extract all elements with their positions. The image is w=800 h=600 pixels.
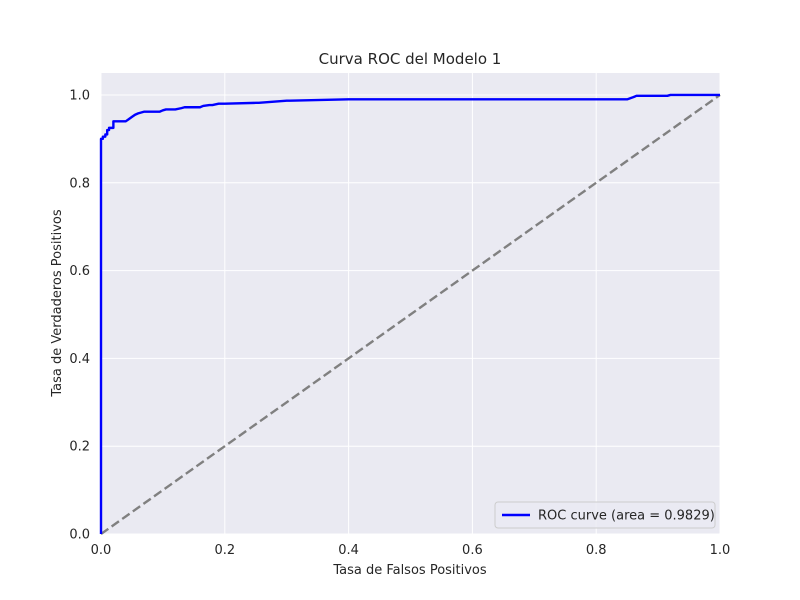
y-tick-label: 0.4	[69, 352, 90, 367]
y-tick-label: 0.8	[69, 176, 90, 191]
x-tick-label: 0.4	[338, 543, 359, 558]
y-tick-label: 0.2	[69, 440, 90, 455]
x-tick-label: 0.2	[214, 543, 235, 558]
y-tick-label: 0.0	[69, 528, 90, 543]
tick-labels: 0.0 0.2 0.4 0.6 0.8 1.0 0.0 0.2 0.4 0.6 0.8 1.0	[69, 88, 730, 558]
legend-frame	[494, 501, 716, 529]
grid-lines	[100, 73, 721, 535]
chart-title: Curva ROC del Modelo 1	[319, 50, 502, 68]
plot-area	[101, 73, 720, 534]
legend: ROC curve (area = 0.9829)	[494, 501, 716, 529]
y-axis-label: Tasa de Verdaderos Positivos	[50, 209, 65, 397]
x-tick-label: 0.0	[91, 543, 112, 558]
series-layer	[99, 93, 721, 535]
legend-entry-label: ROC curve (area = 0.9829)	[538, 509, 715, 524]
y-tick-label: 0.6	[69, 264, 90, 279]
diagonal-reference-line	[100, 93, 721, 535]
x-tick-label: 1.0	[710, 543, 731, 558]
x-axis-label: Tasa de Falsos Positivos	[332, 563, 487, 578]
x-tick-label: 0.6	[462, 543, 483, 558]
y-tick-label: 1.0	[69, 88, 90, 103]
x-tick-label: 0.8	[586, 543, 607, 558]
roc-curve-line	[99, 93, 720, 534]
